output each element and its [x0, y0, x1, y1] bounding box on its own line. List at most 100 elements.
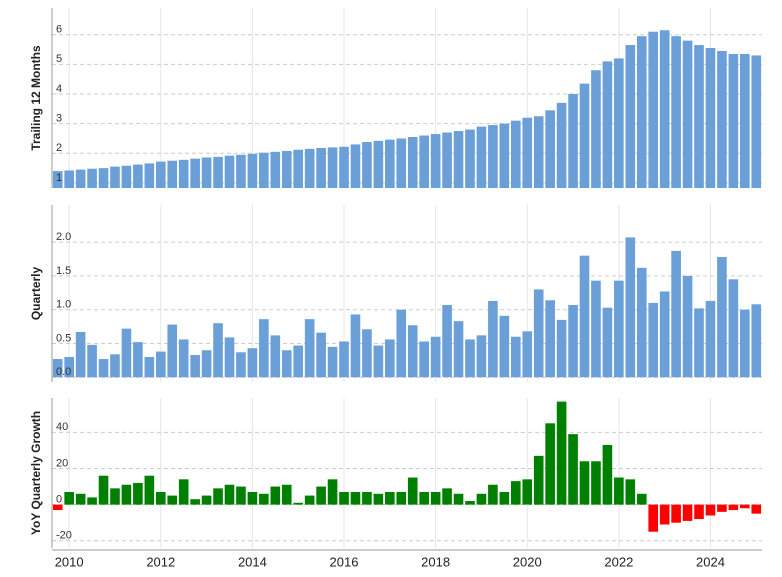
bar — [350, 491, 361, 505]
bar — [373, 345, 384, 378]
bar — [740, 53, 750, 188]
y-tick-label: 0.0 — [56, 366, 71, 378]
bar — [190, 499, 200, 505]
bar — [327, 147, 338, 188]
panel-bg — [52, 398, 762, 548]
bar — [98, 168, 109, 188]
bar — [694, 45, 704, 188]
bar — [213, 156, 223, 188]
bar — [407, 477, 418, 505]
bar — [728, 279, 739, 378]
bar — [396, 138, 407, 188]
bar — [545, 110, 555, 188]
bar — [259, 319, 269, 378]
bar — [52, 504, 63, 511]
bar — [121, 165, 132, 188]
bar — [385, 139, 395, 188]
y-tick-label: 3 — [56, 113, 62, 125]
x-tick-label: 2018 — [421, 554, 450, 569]
bar — [259, 493, 269, 505]
y-tick-label: 1 — [56, 172, 62, 184]
bar — [144, 163, 155, 188]
bar — [717, 50, 727, 188]
bar — [236, 486, 246, 505]
bar — [350, 314, 361, 378]
bar — [648, 31, 659, 188]
bar — [339, 491, 349, 505]
bar — [110, 488, 120, 505]
bar — [270, 486, 281, 505]
bar — [327, 479, 338, 505]
bar — [190, 354, 200, 378]
bar — [682, 275, 693, 378]
bar — [316, 332, 326, 378]
bar — [625, 45, 636, 188]
bar — [247, 491, 258, 505]
bar — [350, 144, 361, 188]
bar — [121, 328, 132, 378]
bar — [75, 493, 86, 505]
y-tick-label: 0 — [56, 494, 62, 506]
bar — [87, 168, 97, 188]
bar — [488, 300, 498, 378]
bar — [556, 319, 567, 378]
bar — [465, 501, 475, 505]
bar — [224, 484, 235, 505]
bar — [304, 319, 315, 378]
bar — [442, 132, 452, 188]
bar — [155, 161, 166, 188]
bar — [373, 140, 384, 188]
bar — [362, 329, 372, 378]
bar — [281, 350, 292, 378]
bar — [247, 348, 258, 378]
bar — [740, 309, 750, 378]
bar — [648, 302, 659, 378]
bar — [385, 339, 395, 378]
bar — [751, 55, 762, 188]
x-tick-label: 2022 — [604, 554, 633, 569]
bar — [499, 315, 510, 378]
bar — [636, 493, 647, 505]
y-tick-label: 1.0 — [56, 299, 71, 311]
bar — [591, 461, 601, 505]
bar — [87, 344, 97, 378]
bar — [545, 423, 555, 505]
y-tick-label: 20 — [56, 457, 68, 469]
bar — [522, 331, 533, 378]
bar — [648, 504, 659, 532]
bar — [201, 350, 212, 378]
bar — [705, 48, 716, 189]
bar — [705, 300, 716, 378]
bar — [751, 304, 762, 378]
bar — [499, 123, 510, 188]
bar — [407, 325, 418, 378]
bar — [316, 147, 326, 188]
bar — [178, 159, 189, 188]
bar — [247, 153, 258, 188]
bar — [236, 154, 246, 188]
bar — [659, 30, 670, 189]
bar — [155, 351, 166, 378]
bar — [705, 504, 716, 516]
bar — [694, 504, 704, 520]
bar — [133, 342, 143, 378]
bar — [419, 135, 429, 188]
bar — [556, 401, 567, 505]
bar — [259, 152, 269, 188]
bar — [110, 166, 120, 188]
bar — [579, 461, 590, 505]
bar — [488, 484, 498, 505]
bar — [167, 160, 178, 188]
bar — [213, 488, 223, 505]
bar — [236, 352, 246, 378]
y-tick-label: -20 — [56, 530, 72, 542]
y-tick-label: 2 — [56, 142, 62, 154]
y-axis-label: Quarterly — [29, 266, 43, 320]
bar — [293, 345, 304, 378]
bar — [625, 237, 636, 378]
x-tick-label: 2016 — [330, 554, 359, 569]
bar — [602, 307, 613, 378]
bar — [476, 126, 487, 188]
bar — [510, 336, 521, 378]
